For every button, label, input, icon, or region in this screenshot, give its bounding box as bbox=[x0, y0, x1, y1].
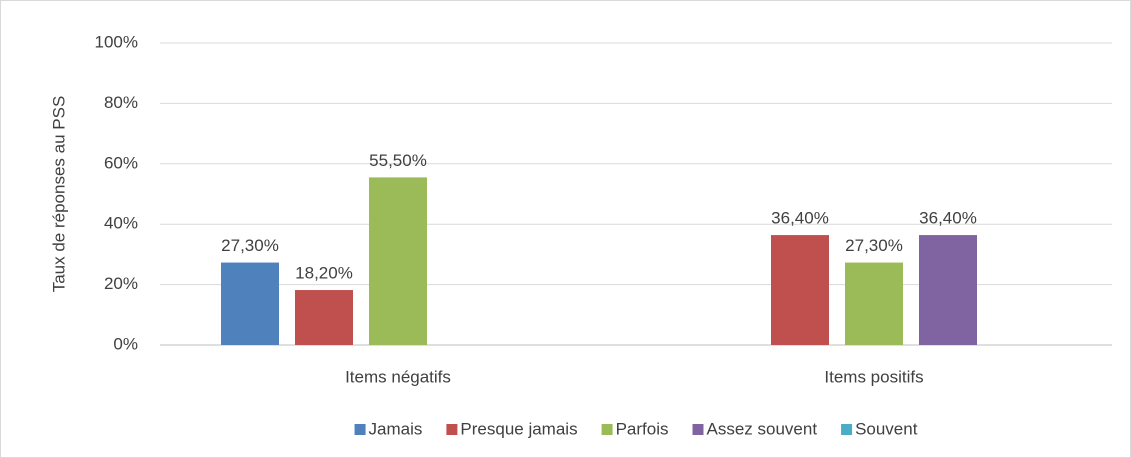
data-label: 27,30% bbox=[845, 236, 903, 255]
legend-swatch bbox=[446, 424, 458, 435]
legend-swatch bbox=[601, 424, 613, 435]
data-label: 18,20% bbox=[295, 264, 353, 283]
legend-swatch bbox=[841, 424, 853, 435]
y-tick-label: 80% bbox=[104, 93, 138, 112]
legend-label: Parfois bbox=[616, 419, 669, 438]
bar bbox=[221, 262, 279, 345]
bar bbox=[919, 235, 977, 345]
bar bbox=[295, 290, 353, 345]
data-label: 27,30% bbox=[221, 236, 279, 255]
y-tick-label: 20% bbox=[104, 274, 138, 293]
y-tick-label: 0% bbox=[113, 334, 138, 353]
legend-label: Souvent bbox=[855, 419, 918, 438]
data-label: 36,40% bbox=[771, 209, 829, 228]
legend-label: Assez souvent bbox=[707, 419, 818, 438]
data-label: 36,40% bbox=[919, 209, 977, 228]
bar bbox=[845, 262, 903, 345]
bar bbox=[771, 235, 829, 345]
legend-swatch bbox=[354, 424, 366, 435]
y-tick-label: 60% bbox=[104, 153, 138, 172]
x-tick-label: Items négatifs bbox=[345, 367, 451, 386]
y-tick-label: 100% bbox=[95, 32, 138, 51]
legend-label: Presque jamais bbox=[460, 419, 577, 438]
y-axis-label: Taux de réponses au PSS bbox=[49, 96, 68, 293]
legend-swatch bbox=[692, 424, 704, 435]
data-label: 55,50% bbox=[369, 151, 427, 170]
legend-label: Jamais bbox=[369, 419, 423, 438]
bar bbox=[369, 177, 427, 345]
x-tick-label: Items positifs bbox=[824, 367, 923, 386]
y-tick-label: 40% bbox=[104, 214, 138, 233]
